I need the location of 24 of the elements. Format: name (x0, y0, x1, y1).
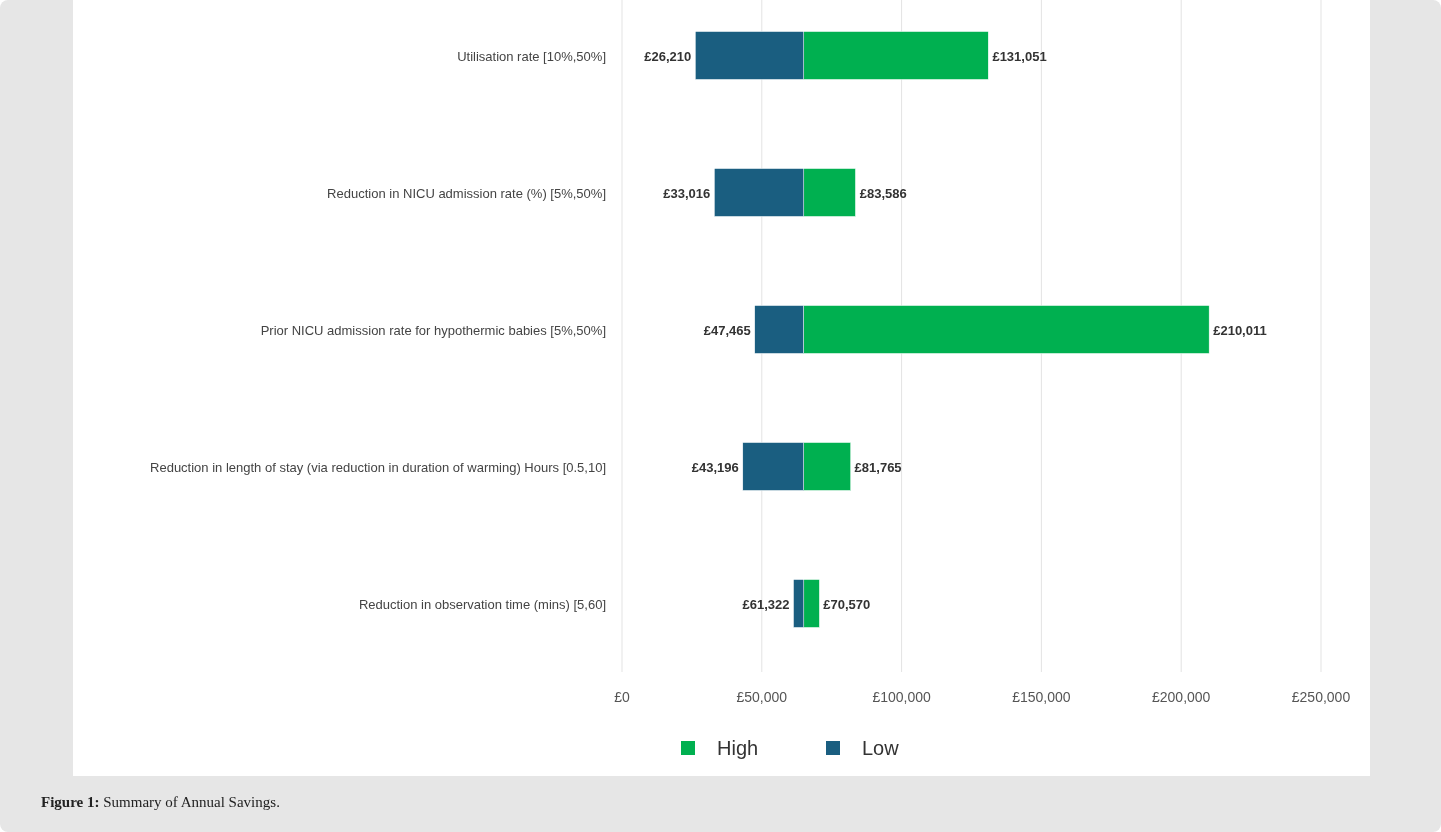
annotation: £47,465 (703, 322, 751, 338)
annotation: £83,586 (859, 185, 907, 201)
annotation: £26,210 (644, 48, 692, 64)
annotation: £43,196 (691, 459, 739, 475)
x-tick-label: £200,000 (1152, 689, 1211, 705)
caption: Figure 1: Summary of Annual Savings. (41, 794, 280, 810)
annotation: £70,570 (823, 596, 871, 612)
legend-label: High (717, 737, 759, 759)
annotation: £210,011 (1213, 322, 1267, 338)
x-tick-label: £50,000 (736, 689, 788, 705)
x-tick-label: £250,000 (1291, 689, 1351, 705)
y-tick-label: Reduction in NICU admission rate (%) [5%,50%] (327, 185, 606, 201)
y-tick-label: Prior NICU admission rate for hypothermic babies [5%,50%] (260, 322, 606, 338)
annotation: £33,016 (663, 185, 711, 201)
annotation: £81,765 (854, 459, 902, 475)
y-tick-label: Reduction in observation time (mins) [5,60] (358, 596, 606, 612)
x-tick-label: £0 (614, 689, 630, 705)
y-tick-label: Reduction in length of stay (via reduction in duration of warming) Hours [0.5,10] (150, 459, 606, 475)
y-tick-label: Utilisation rate [10%,50%] (457, 48, 606, 64)
annotation: £131,051 (992, 48, 1047, 64)
annotation: £61,322 (742, 596, 790, 612)
x-tick-label: £150,000 (1012, 689, 1071, 705)
x-tick-label: £100,000 (872, 689, 931, 705)
legend-label: Low (862, 737, 900, 759)
